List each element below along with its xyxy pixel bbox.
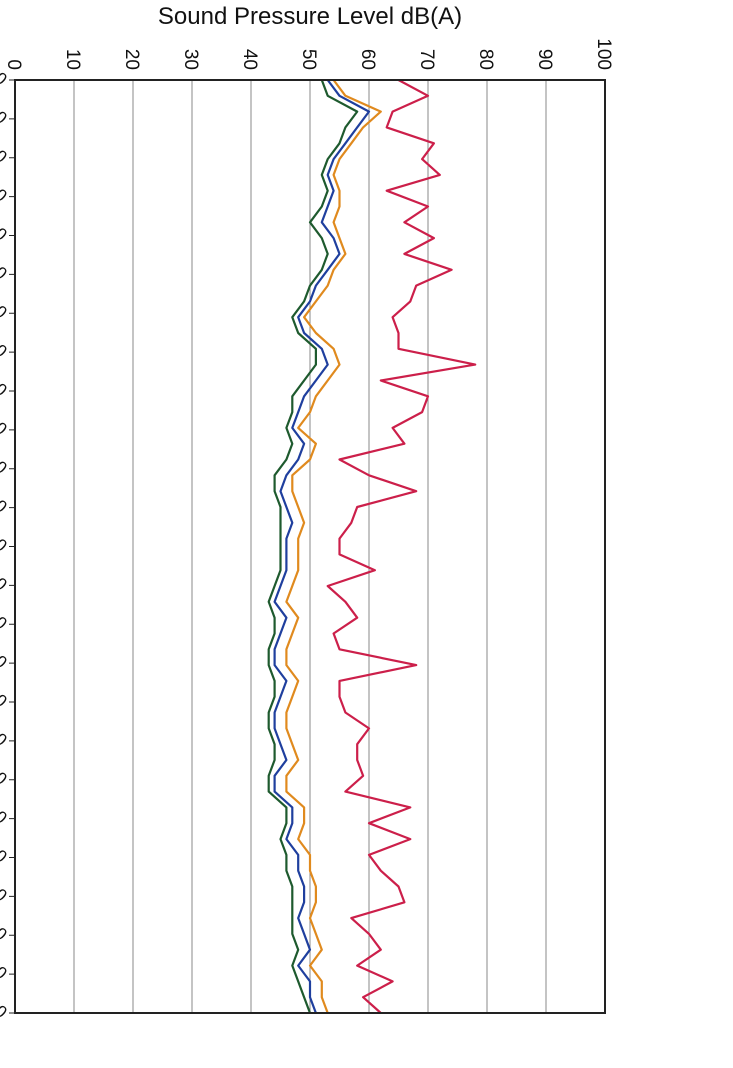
x-tick-label: 17:00 [0, 242, 11, 284]
y-axis-label: Sound Pressure Level dB(A) [158, 3, 462, 30]
y-tick-label: 20 [121, 49, 142, 70]
x-tick-label: 03:00 [0, 630, 11, 672]
series-line-lafmax [326, 79, 477, 1014]
y-tick-label: 0 [3, 59, 24, 70]
x-tick-label: 14:00 [0, 125, 11, 167]
x-tick-label: 10:00 [0, 902, 11, 944]
chart-rotated-group: 0 10 20 30 40 50 60 70 80 90 100 12:00 13:0014:0015… [0, 3, 614, 1022]
y-axis-ticks: 0 10 20 30 40 50 60 70 80 90 100 [3, 38, 614, 70]
x-tick-label: 21:00 [0, 397, 11, 439]
series-lines [267, 79, 477, 1014]
x-tick-label: 13:00 [0, 86, 11, 128]
x-tick-label: 11:00 [0, 942, 11, 983]
x-tick-label: 15:00 [0, 164, 11, 206]
x-tick-label: 22:00 [0, 436, 11, 478]
x-axis-ticks: 12:00 13:0014:0015:0016:0017:0018:0019:00… [0, 47, 15, 1022]
x-tick-label: 01:00 [0, 553, 11, 595]
y-tick-label: 40 [239, 49, 260, 70]
y-tick-label: 100 [593, 38, 614, 70]
y-tick-label: 70 [416, 49, 437, 70]
y-tick-label: 10 [62, 49, 83, 70]
series-line-la10 [285, 79, 382, 1014]
x-tick-label: 00:00 [0, 514, 11, 556]
x-tick-label: 04:00 [0, 669, 11, 711]
x-tick-label: 16:00 [0, 203, 11, 245]
x-tick-label: 06:00 [0, 747, 11, 789]
x-tick-label: 20:00 [0, 358, 11, 400]
series-line-la90 [267, 79, 359, 1014]
y-tick-label: 50 [298, 49, 319, 70]
y-tick-label: 60 [357, 49, 378, 70]
x-tick-label: 19:00 [0, 319, 11, 361]
x-tick-label: 02:00 [0, 591, 11, 633]
x-tick-label: 12:00 [0, 980, 11, 1022]
x-tick-label: 07:00 [0, 786, 11, 828]
x-tick-label: 08:00 [0, 825, 11, 867]
x-tick-label: 18:00 [0, 280, 11, 322]
series-line-laeq [273, 79, 371, 1014]
x-tick-label: 09:00 [0, 864, 11, 906]
x-tick-label: 05:00 [0, 708, 11, 750]
y-tick-label: 30 [180, 49, 201, 70]
y-tick-label: 80 [475, 49, 496, 70]
y-tick-label: 90 [534, 49, 555, 70]
x-tick-label: 23:00 [0, 475, 11, 517]
